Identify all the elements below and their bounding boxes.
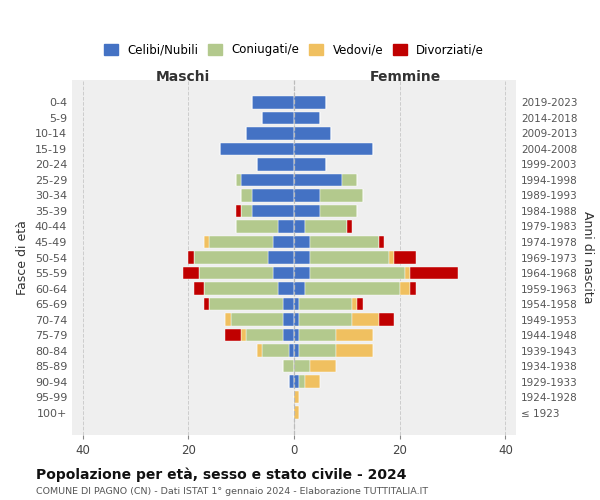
Bar xyxy=(262,344,289,357)
Bar xyxy=(204,298,209,310)
Bar xyxy=(283,298,294,310)
Bar xyxy=(283,329,294,342)
Bar xyxy=(252,96,294,108)
Bar xyxy=(294,252,310,264)
Bar xyxy=(410,282,416,294)
Text: COMUNE DI PAGNO (CN) - Dati ISTAT 1° gennaio 2024 - Elaborazione TUTTITALIA.IT: COMUNE DI PAGNO (CN) - Dati ISTAT 1° gen… xyxy=(36,488,428,496)
Bar xyxy=(294,344,299,357)
Bar xyxy=(183,267,199,279)
Bar xyxy=(252,204,294,217)
Bar xyxy=(294,298,299,310)
Y-axis label: Fasce di età: Fasce di età xyxy=(16,220,29,295)
Bar xyxy=(410,267,458,279)
Bar xyxy=(236,204,241,217)
Bar xyxy=(278,220,294,232)
Bar xyxy=(305,282,400,294)
Bar xyxy=(294,314,299,326)
Bar xyxy=(294,406,299,419)
Bar xyxy=(262,112,294,124)
Bar xyxy=(294,204,320,217)
Bar xyxy=(352,298,358,310)
Bar xyxy=(273,267,294,279)
Bar xyxy=(283,360,294,372)
Bar xyxy=(294,174,341,186)
Bar xyxy=(294,189,320,202)
Bar xyxy=(352,314,379,326)
Bar xyxy=(225,329,241,342)
Bar xyxy=(257,158,294,170)
Bar xyxy=(299,376,305,388)
Bar xyxy=(283,314,294,326)
Bar xyxy=(294,112,320,124)
Bar xyxy=(294,267,310,279)
Bar xyxy=(294,127,331,140)
Bar xyxy=(220,142,294,155)
Bar xyxy=(305,220,347,232)
Bar xyxy=(236,174,241,186)
Bar xyxy=(394,252,416,264)
Bar xyxy=(209,298,283,310)
Bar xyxy=(209,236,273,248)
Bar xyxy=(299,314,352,326)
Bar xyxy=(230,314,283,326)
Bar xyxy=(236,220,278,232)
Text: Popolazione per età, sesso e stato civile - 2024: Popolazione per età, sesso e stato civil… xyxy=(36,468,407,482)
Bar xyxy=(194,282,204,294)
Bar xyxy=(310,360,336,372)
Text: Femmine: Femmine xyxy=(370,70,440,84)
Bar xyxy=(241,204,252,217)
Bar xyxy=(294,220,305,232)
Legend: Celibi/Nubili, Coniugati/e, Vedovi/e, Divorziati/e: Celibi/Nubili, Coniugati/e, Vedovi/e, Di… xyxy=(100,40,488,60)
Bar xyxy=(289,376,294,388)
Bar xyxy=(347,220,352,232)
Bar xyxy=(310,252,389,264)
Bar xyxy=(299,298,352,310)
Bar xyxy=(199,267,273,279)
Bar xyxy=(268,252,294,264)
Bar xyxy=(294,360,310,372)
Bar xyxy=(294,282,305,294)
Bar xyxy=(278,282,294,294)
Bar xyxy=(252,189,294,202)
Bar xyxy=(336,329,373,342)
Bar xyxy=(188,252,194,264)
Bar xyxy=(194,252,268,264)
Bar xyxy=(241,174,294,186)
Bar xyxy=(310,236,379,248)
Bar xyxy=(358,298,363,310)
Bar xyxy=(241,329,247,342)
Bar xyxy=(241,189,252,202)
Bar xyxy=(204,236,209,248)
Bar xyxy=(299,329,336,342)
Bar xyxy=(294,376,299,388)
Bar xyxy=(257,344,262,357)
Y-axis label: Anni di nascita: Anni di nascita xyxy=(581,211,594,304)
Bar xyxy=(225,314,230,326)
Bar xyxy=(289,344,294,357)
Bar xyxy=(336,344,373,357)
Bar xyxy=(379,236,384,248)
Bar xyxy=(294,236,310,248)
Bar xyxy=(320,204,358,217)
Bar xyxy=(299,344,336,357)
Bar xyxy=(341,174,358,186)
Bar xyxy=(405,267,410,279)
Bar xyxy=(294,391,299,404)
Bar xyxy=(294,158,326,170)
Bar xyxy=(389,252,394,264)
Bar xyxy=(400,282,410,294)
Bar xyxy=(305,376,320,388)
Bar xyxy=(379,314,394,326)
Bar xyxy=(294,329,299,342)
Bar xyxy=(204,282,278,294)
Text: Maschi: Maschi xyxy=(156,70,210,84)
Bar xyxy=(310,267,405,279)
Bar xyxy=(273,236,294,248)
Bar xyxy=(320,189,363,202)
Bar xyxy=(294,96,326,108)
Bar xyxy=(247,329,283,342)
Bar xyxy=(294,142,373,155)
Bar xyxy=(247,127,294,140)
